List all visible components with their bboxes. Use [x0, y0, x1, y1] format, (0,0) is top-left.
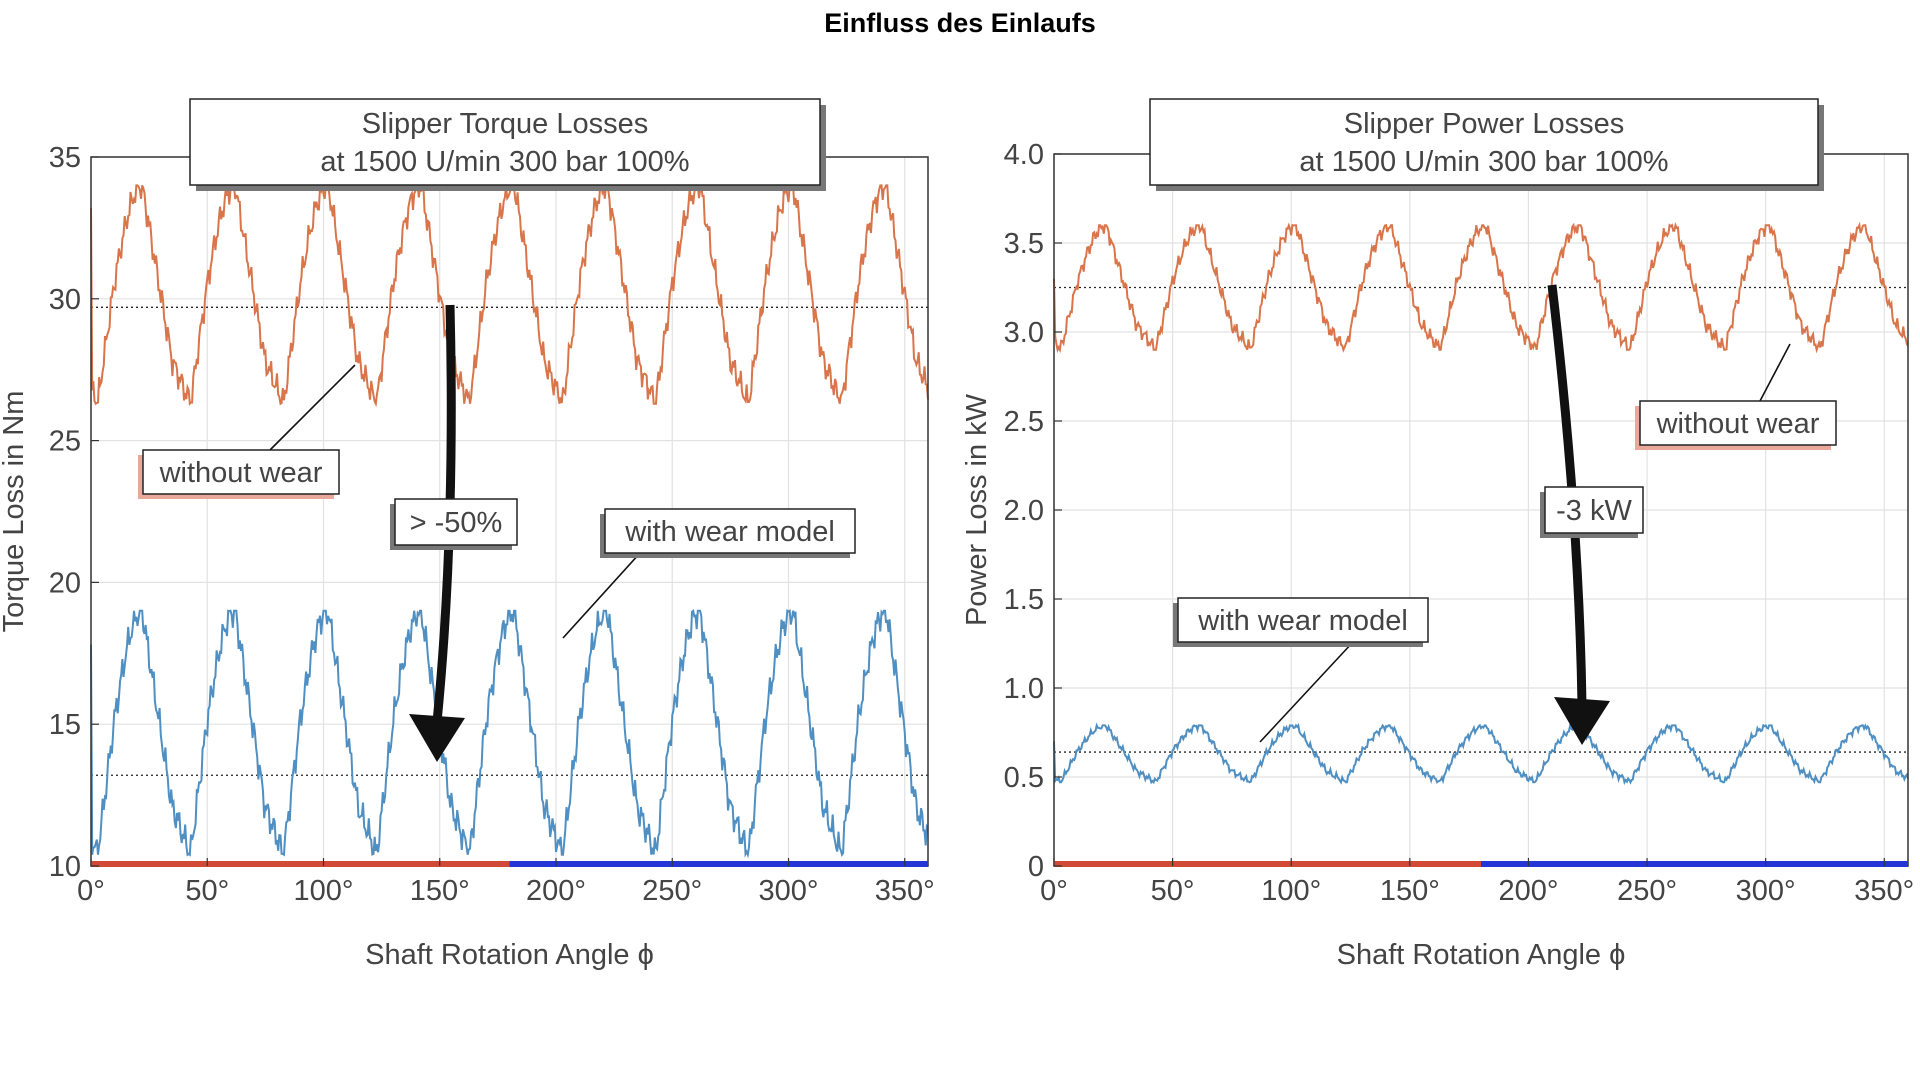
y-tick-label: 1.0	[1004, 673, 1044, 705]
x-tick-label: 350°	[875, 875, 935, 907]
chart-title-line: Slipper Torque Losses	[362, 108, 648, 140]
x-tick-label: 100°	[294, 875, 354, 907]
x-tick-label: 100°	[1261, 875, 1321, 907]
chart-panel-1: 0° 50° 100° 150° 200° 250° 300° 350° 10 15 20 25 30 3…	[0, 98, 935, 971]
y-tick-label: 30	[49, 284, 81, 316]
chart-panel-2: 0° 50° 100° 150° 200° 250° 300° 350° 0 0.5 1.0 1.5 2…	[961, 98, 1914, 971]
annotation-box	[142, 449, 340, 495]
annotation-box	[1177, 597, 1429, 643]
y-tick-label: 35	[49, 142, 81, 174]
annotation-box	[1639, 400, 1837, 446]
x-tick-label: 250°	[642, 875, 702, 907]
annotation-box	[1544, 486, 1644, 534]
annotation-label: > -50%	[410, 507, 503, 539]
x-tick-label: 200°	[526, 875, 586, 907]
x-tick-label: 50°	[185, 875, 229, 907]
y-tick-label: 25	[49, 426, 81, 458]
page-title: Einfluss des Einlaufs	[824, 8, 1096, 38]
x-tick-label: 150°	[1380, 875, 1440, 907]
series-line-without-wear	[1053, 221, 1909, 354]
x-axis-label: Shaft Rotation Angle ϕ	[365, 939, 654, 971]
annotation-without-wear: without wear	[1635, 343, 1837, 450]
x-axis-label: Shaft Rotation Angle ϕ	[1337, 939, 1626, 971]
arrow-head	[409, 714, 465, 762]
y-tick-label: 2.5	[1004, 406, 1044, 438]
y-axis-label: Torque Loss in Nm	[0, 391, 30, 633]
y-tick-label: 1.5	[1004, 584, 1044, 616]
y-tick-label: 0.5	[1004, 762, 1044, 794]
annotation-label: -3 kW	[1556, 495, 1632, 527]
annotation-label: without wear	[1656, 408, 1820, 440]
y-tick-label: 2.0	[1004, 495, 1044, 527]
title-box	[1149, 98, 1819, 186]
annotation-pointer	[562, 552, 641, 639]
annotation-with-wear-model: with wear model	[1173, 597, 1429, 743]
annotation-label: with wear model	[1197, 605, 1408, 637]
annotation-50: > -50%	[390, 304, 518, 762]
y-tick-label: 4.0	[1004, 139, 1044, 171]
chart-title-line: Slipper Power Losses	[1344, 108, 1624, 140]
x-tick-label: 50°	[1151, 875, 1195, 907]
annotation-label: with wear model	[624, 516, 835, 548]
annotation-pointer	[269, 364, 356, 451]
x-tick-label: 300°	[759, 875, 819, 907]
x-tick-label: 0°	[1040, 875, 1068, 907]
annotation-pointer	[1759, 343, 1791, 402]
chart-title-line: at 1500 U/min 300 bar 100%	[1299, 146, 1668, 178]
x-tick-label: 150°	[410, 875, 470, 907]
series-line-with-wear-model	[90, 609, 929, 859]
y-axis-label: Power Loss in kW	[961, 393, 993, 626]
chart-title-line: at 1500 U/min 300 bar 100%	[320, 146, 689, 178]
annotation-without-wear: without wear	[138, 364, 356, 499]
x-tick-label: 0°	[77, 875, 105, 907]
annotation-with-wear-model: with wear model	[562, 508, 856, 639]
x-tick-label: 250°	[1617, 875, 1677, 907]
series-line-with-wear-model	[1053, 722, 1909, 786]
y-tick-label: 3.5	[1004, 228, 1044, 260]
annotation-box	[394, 498, 518, 546]
x-tick-label: 300°	[1736, 875, 1796, 907]
y-tick-label: 10	[49, 851, 81, 883]
y-tick-label: 0	[1028, 851, 1044, 883]
annotation-box	[604, 508, 856, 554]
y-tick-label: 15	[49, 709, 81, 741]
y-tick-label: 3.0	[1004, 317, 1044, 349]
x-tick-label: 350°	[1854, 875, 1914, 907]
annotation-label: without wear	[159, 457, 323, 489]
annotation-3-kW: -3 kW	[1540, 284, 1644, 745]
y-tick-label: 20	[49, 567, 81, 599]
title-box	[189, 98, 821, 186]
x-tick-label: 200°	[1498, 875, 1558, 907]
annotation-pointer	[1259, 641, 1354, 743]
arrow-head	[1554, 697, 1610, 745]
